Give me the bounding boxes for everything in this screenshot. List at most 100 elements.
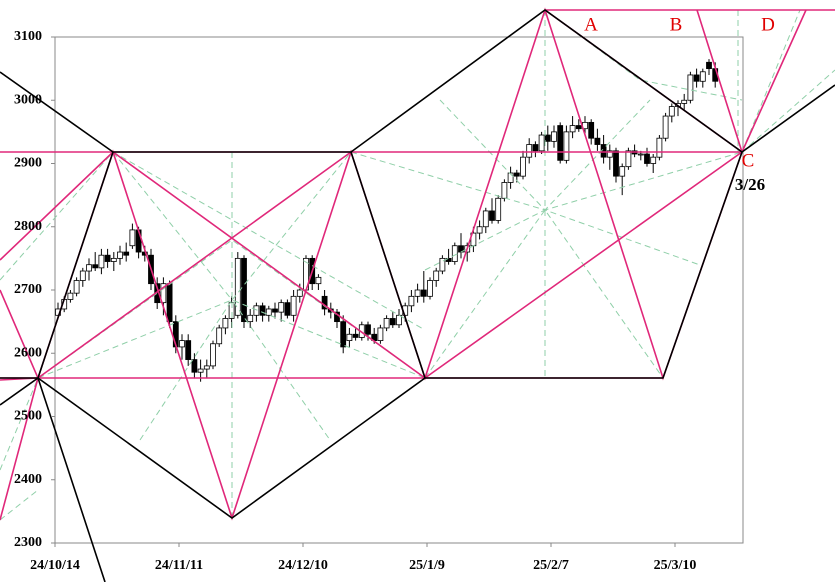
green-guides bbox=[0, 9, 835, 521]
candle-body bbox=[427, 280, 433, 297]
candle-body bbox=[482, 210, 489, 228]
candle-body bbox=[507, 172, 514, 183]
candle-body bbox=[179, 340, 185, 348]
candle-body bbox=[352, 333, 359, 338]
candle-body bbox=[166, 283, 173, 323]
candle-body bbox=[662, 115, 669, 139]
candle-body bbox=[575, 125, 582, 130]
candle-body bbox=[656, 137, 663, 158]
candle-body bbox=[265, 308, 272, 316]
candle-body bbox=[346, 333, 353, 341]
candle-body bbox=[203, 365, 210, 370]
x-tick-label: 24/11/11 bbox=[155, 558, 203, 573]
candle-body bbox=[259, 305, 266, 316]
candle-body bbox=[476, 226, 483, 234]
candle-body bbox=[495, 197, 502, 221]
candle-body bbox=[86, 264, 92, 272]
candle-body bbox=[241, 257, 247, 323]
candle-body bbox=[489, 210, 495, 221]
annotations: A B C D 3/26 bbox=[584, 14, 775, 194]
candle-body bbox=[699, 71, 706, 82]
candle-body bbox=[160, 283, 167, 304]
candle-body bbox=[433, 270, 440, 281]
candle-body bbox=[377, 327, 384, 342]
y-tick-label: 2700 bbox=[14, 282, 42, 297]
candles bbox=[55, 59, 719, 382]
candle-body bbox=[67, 292, 74, 300]
candle-body bbox=[563, 131, 570, 161]
candle-body bbox=[185, 340, 192, 360]
candle-body bbox=[73, 280, 80, 294]
candle-body bbox=[439, 257, 446, 272]
candle-body bbox=[296, 289, 303, 297]
candle-body bbox=[234, 257, 241, 316]
annotation: 3/26 bbox=[735, 175, 765, 194]
candle-body bbox=[606, 150, 613, 158]
candle-body bbox=[520, 156, 526, 177]
candle-body bbox=[538, 134, 545, 152]
candle-body bbox=[104, 254, 111, 262]
candle-body bbox=[191, 359, 198, 373]
candle-body bbox=[222, 318, 229, 329]
candle-body bbox=[551, 131, 557, 142]
candle-body bbox=[408, 295, 415, 307]
candle-body bbox=[123, 251, 130, 256]
y-tick-label: 2900 bbox=[14, 156, 42, 171]
candle-body bbox=[693, 74, 700, 82]
candle-body bbox=[420, 289, 427, 297]
y-tick-label: 2800 bbox=[14, 219, 42, 234]
candle-body bbox=[129, 229, 136, 247]
candle-body bbox=[644, 153, 650, 164]
y-tick-label: 2600 bbox=[14, 345, 42, 360]
x-tick-label: 25/3/10 bbox=[654, 558, 697, 573]
candle-body bbox=[613, 150, 619, 177]
x-tick-label: 24/10/14 bbox=[30, 558, 80, 573]
candle-body bbox=[650, 156, 657, 164]
candle-body bbox=[619, 166, 626, 177]
candle-body bbox=[290, 295, 297, 316]
candle-body bbox=[532, 144, 539, 152]
candle-body bbox=[272, 308, 278, 313]
candle-body bbox=[526, 144, 533, 158]
candle-body bbox=[414, 289, 421, 297]
annotation: D bbox=[761, 14, 775, 35]
candle-body bbox=[681, 99, 688, 104]
candle-body bbox=[247, 314, 254, 323]
candle-body bbox=[637, 153, 644, 156]
candle-body bbox=[284, 302, 291, 316]
annotation: B bbox=[670, 14, 683, 35]
candle-body bbox=[315, 276, 322, 285]
candle-body bbox=[594, 137, 601, 145]
candle-body bbox=[92, 264, 99, 269]
candle-body bbox=[706, 61, 712, 70]
candle-body bbox=[98, 254, 105, 269]
candle-body bbox=[365, 324, 371, 335]
candle-body bbox=[210, 343, 216, 367]
candle-body bbox=[451, 245, 458, 262]
candle-body bbox=[687, 74, 694, 101]
x-tick-label: 25/1/9 bbox=[409, 558, 445, 573]
candle-body bbox=[501, 182, 508, 199]
black-lines bbox=[0, 9, 835, 582]
candle-body bbox=[197, 368, 204, 373]
y-tick-label: 2300 bbox=[14, 535, 42, 550]
y-tick-label: 2400 bbox=[14, 472, 42, 487]
candle-body bbox=[340, 321, 347, 348]
candle-body bbox=[544, 134, 551, 142]
y-tick-label: 3000 bbox=[14, 92, 42, 107]
annotation: A bbox=[584, 14, 598, 35]
x-tick-label: 24/12/10 bbox=[278, 558, 328, 573]
candle-body bbox=[588, 121, 595, 139]
candle-body bbox=[625, 150, 632, 168]
y-tick-label: 2500 bbox=[14, 409, 42, 424]
candle-body bbox=[278, 302, 285, 313]
axes: 2300 2400 2500 2600 2700 2800 2900 3000 3100 24/1… bbox=[14, 29, 696, 573]
candle-body bbox=[389, 318, 396, 326]
pink-lines bbox=[0, 7, 835, 521]
candle-body bbox=[216, 327, 223, 345]
candle-body bbox=[668, 106, 675, 117]
candle-body bbox=[117, 251, 123, 259]
annotation: C bbox=[742, 150, 755, 171]
candle-body bbox=[383, 318, 390, 329]
